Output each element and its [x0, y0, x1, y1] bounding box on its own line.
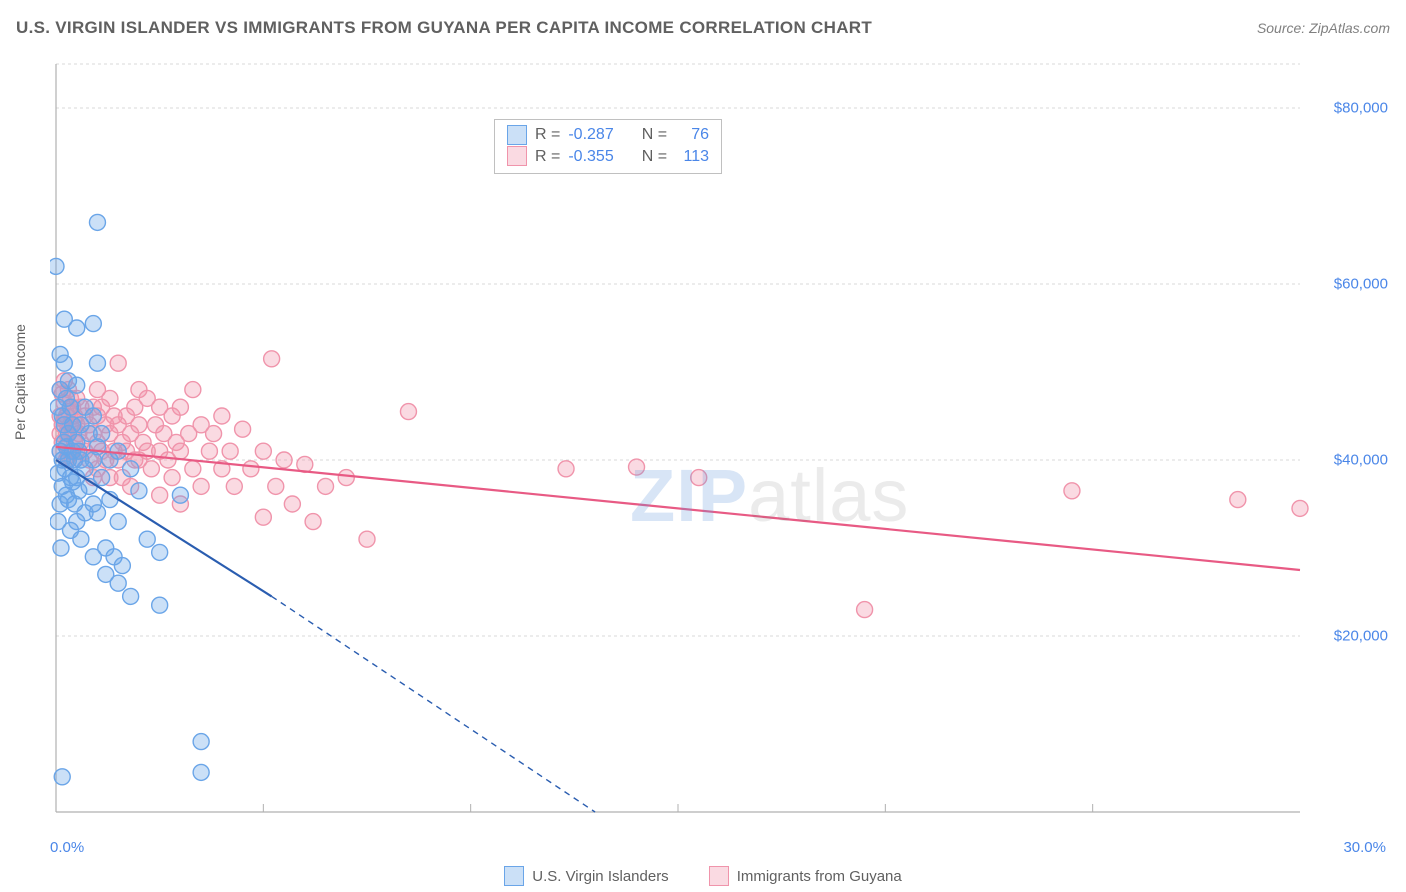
x-axis-min: 0.0% [50, 839, 84, 856]
x-axis-max: 30.0% [1343, 839, 1386, 856]
stats-r-label: R = [535, 146, 560, 168]
correlation-stats-box: R = -0.287 N = 76 R = -0.355 N = 113 [494, 119, 722, 174]
scatter-chart [50, 58, 1350, 838]
legend-item-2: Immigrants from Guyana [709, 866, 902, 886]
legend-swatch-pink [709, 866, 729, 886]
chart-area: R = -0.287 N = 76 R = -0.355 N = 113 ZIP… [50, 58, 1350, 838]
legend: U.S. Virgin Islanders Immigrants from Gu… [0, 866, 1406, 886]
swatch-pink [507, 146, 527, 166]
y-tick-label: $80,000 [1334, 100, 1388, 117]
legend-label-1: U.S. Virgin Islanders [532, 868, 668, 885]
stats-row-1: R = -0.287 N = 76 [507, 124, 709, 146]
swatch-blue [507, 125, 527, 145]
stats-n-label: N = [642, 124, 667, 146]
stats-r-value-1: -0.287 [568, 124, 613, 146]
legend-item-1: U.S. Virgin Islanders [504, 866, 668, 886]
y-axis-label: Per Capita Income [12, 324, 28, 440]
stats-r-value-2: -0.355 [568, 146, 613, 168]
stats-n-value-2: 113 [675, 146, 709, 168]
y-tick-label: $20,000 [1334, 628, 1388, 645]
legend-swatch-blue [504, 866, 524, 886]
chart-source: Source: ZipAtlas.com [1257, 20, 1390, 36]
y-tick-label: $60,000 [1334, 276, 1388, 293]
y-tick-label: $40,000 [1334, 452, 1388, 469]
stats-r-label: R = [535, 124, 560, 146]
legend-label-2: Immigrants from Guyana [737, 868, 902, 885]
stats-row-2: R = -0.355 N = 113 [507, 146, 709, 168]
stats-n-label: N = [642, 146, 667, 168]
stats-n-value-1: 76 [675, 124, 709, 146]
chart-title: U.S. VIRGIN ISLANDER VS IMMIGRANTS FROM … [16, 18, 872, 38]
